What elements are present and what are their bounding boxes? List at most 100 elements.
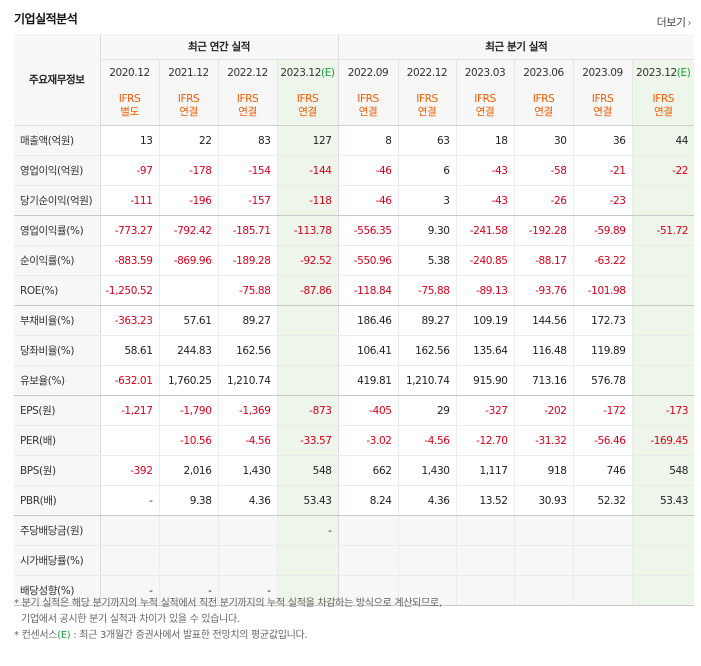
table-cell: 4.36 [218, 485, 278, 516]
table-cell: -1,250.52 [100, 275, 160, 306]
period-label: 2023.09 [582, 67, 623, 79]
period-header: 2023.12(E) [632, 59, 695, 86]
table-cell: 22 [159, 125, 219, 156]
table-cell: -1,790 [159, 395, 219, 426]
row-label: BPS(원) [14, 455, 101, 486]
period-label: 2023.12 [636, 67, 677, 79]
table-cell [100, 515, 160, 546]
table-cell: -113.78 [277, 215, 339, 246]
table-cell: -157 [218, 185, 278, 216]
table-cell [159, 515, 219, 546]
basis-header: IFRS 연결 [398, 86, 457, 126]
table-cell: -21 [573, 155, 633, 186]
table-cell [514, 545, 574, 576]
row-head-label: 주요재무정보 [14, 34, 101, 126]
table-cell: -178 [159, 155, 219, 186]
table-cell: 1,210.74 [218, 365, 278, 396]
period-label: 2023.12 [280, 67, 321, 79]
row-label: 매출액(억원) [14, 125, 101, 156]
table-cell: -1,217 [100, 395, 160, 426]
table-cell: -56.46 [573, 425, 633, 456]
table-cell [573, 545, 633, 576]
period-label: 2022.12 [227, 67, 268, 79]
basis-header: IFRS 연결 [218, 86, 278, 126]
period-header: 2020.12 [100, 59, 160, 86]
table-cell [456, 545, 515, 576]
basis-type: 연결 [358, 105, 378, 118]
table-cell: 18 [456, 125, 515, 156]
more-label: 더보기 [656, 16, 686, 29]
table-cell: 144.56 [514, 305, 574, 336]
period-label: 2023.03 [464, 67, 506, 79]
basis-standard: IFRS [591, 92, 614, 105]
table-cell: -26 [514, 185, 574, 216]
table-cell [514, 515, 574, 546]
table-row: 매출액(억원) 13 22 83 127 8 63 18 30 36 44 [14, 125, 695, 156]
table-cell: -873 [277, 395, 339, 426]
table-row: PER(배) -10.56 -4.56 -33.57 -3.02 -4.56 -12.70-… [14, 425, 695, 456]
table-cell: 89.27 [398, 305, 457, 336]
period-header: 2023.09 [573, 59, 633, 86]
table-cell [277, 545, 339, 576]
basis-type: 연결 [654, 105, 673, 118]
table-cell: 30 [514, 125, 574, 156]
table-cell: 53.43 [632, 485, 695, 516]
table-row: 영업이익(억원) -97 -178 -154 -144 -46 6 -43 -58 -21 -22 [14, 155, 695, 186]
table-cell: 44 [632, 125, 695, 156]
basis-type: 연결 [179, 105, 198, 118]
table-row: PBR(배) -9.38 4.36 53.43 8.24 4.36 13.52 30.93 52… [14, 485, 695, 516]
footnotes: * 분기 실적은 해당 분기까지의 누적 실적에서 직전 분기까지의 누적 실적… [14, 596, 442, 644]
table-cell: 172.73 [573, 305, 633, 336]
table-cell: - [100, 485, 160, 516]
table-cell: -196 [159, 185, 219, 216]
row-label: EPS(원) [14, 395, 101, 426]
table-cell: -4.56 [398, 425, 457, 456]
basis-type: 연결 [475, 105, 495, 118]
table-cell [632, 305, 695, 336]
row-label: 당기순이익(억원) [14, 185, 101, 216]
table-cell: 135.64 [456, 335, 515, 366]
table-cell: 576.78 [573, 365, 633, 396]
table-cell: -63.22 [573, 245, 633, 276]
table-cell: 57.61 [159, 305, 219, 336]
table-cell: -22 [632, 155, 695, 186]
period-header: 2022.12 [218, 59, 278, 86]
table-cell: -392 [100, 455, 160, 486]
table-row: 부채비율(%) -363.23 57.61 89.27 186.46 89.27 109.1… [14, 305, 695, 336]
basis-standard: IFRS [532, 92, 555, 105]
table-cell: 713.16 [514, 365, 574, 396]
table-cell: - [100, 575, 160, 606]
row-label: 당좌비율(%) [14, 335, 101, 366]
table-cell: 89.27 [218, 305, 278, 336]
table-cell [573, 575, 633, 606]
table-cell [277, 335, 339, 366]
table-cell: 5.38 [398, 245, 457, 276]
table-cell: 109.19 [456, 305, 515, 336]
section-title: 기업실적분석 [14, 12, 78, 26]
period-header: 2023.06 [514, 59, 574, 86]
table-cell: 4.36 [398, 485, 457, 516]
table-cell: 2,016 [159, 455, 219, 486]
table-cell [277, 305, 339, 336]
table-cell [338, 515, 399, 546]
basis-standard: IFRS [296, 92, 319, 105]
table-row: BPS(원) -392 2,016 1,430 548 662 1,430 1,117 918 7… [14, 455, 695, 486]
table-cell [632, 365, 695, 396]
table-cell: -240.85 [456, 245, 515, 276]
table-cell: -550.96 [338, 245, 399, 276]
table-cell: -93.76 [514, 275, 574, 306]
table-cell: -192.28 [514, 215, 574, 246]
more-link[interactable]: 더보기 › [656, 14, 692, 30]
table-cell: -185.71 [218, 215, 278, 246]
basis-header: IFRS 연결 [338, 86, 399, 126]
footnote-1: * 분기 실적은 해당 분기까지의 누적 실적에서 직전 분기까지의 누적 실적… [14, 598, 442, 609]
table-cell [456, 515, 515, 546]
table-cell: -46 [338, 155, 399, 186]
period-label: 2023.06 [523, 67, 564, 79]
table-cell: 1,210.74 [398, 365, 457, 396]
table-cell: 8 [338, 125, 399, 156]
basis-header: IFRS 연결 [456, 86, 515, 126]
table-cell: 30.93 [514, 485, 574, 516]
row-label: 부채비율(%) [14, 305, 101, 336]
table-cell [632, 335, 695, 366]
